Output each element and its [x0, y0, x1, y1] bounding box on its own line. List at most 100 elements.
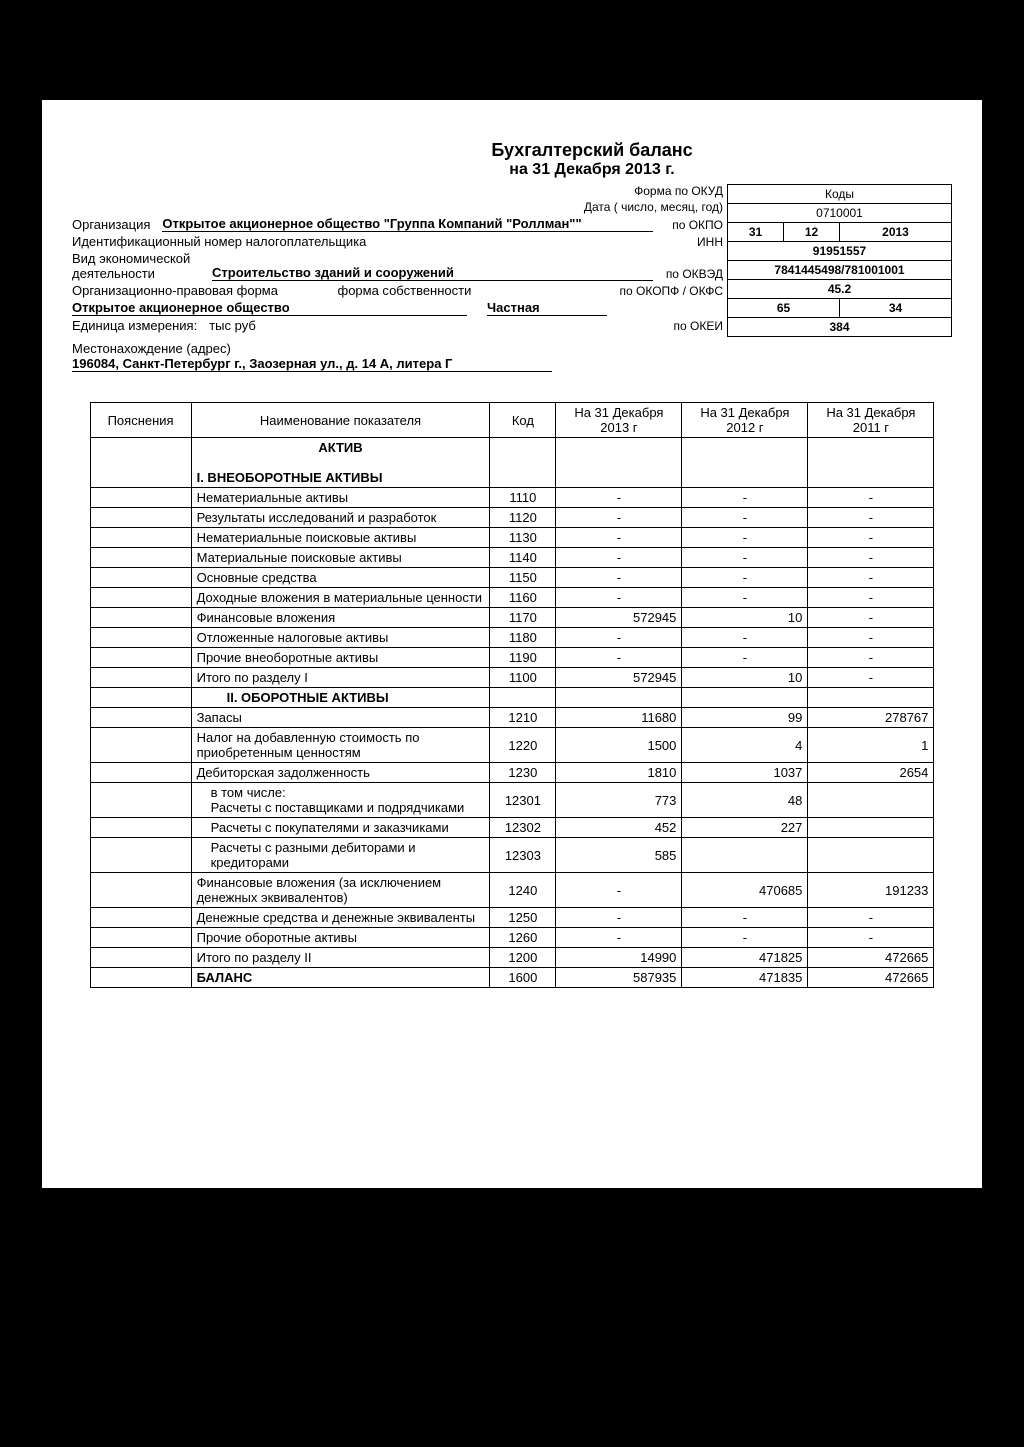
cell-expl: [90, 548, 191, 568]
cell-v12: 470685: [682, 873, 808, 908]
cell-v12: 48: [682, 783, 808, 818]
cell-code: 1260: [490, 928, 556, 948]
table-row: БАЛАНС1600587935471835472665: [90, 968, 934, 988]
cell-v13: 11680: [556, 708, 682, 728]
cell-code: 12303: [490, 838, 556, 873]
code-okved: 45.2: [728, 280, 952, 299]
cell-v12: 227: [682, 818, 808, 838]
cell-v12: 1037: [682, 763, 808, 783]
cell-v13: 585: [556, 838, 682, 873]
cell-name: Итого по разделу II: [191, 948, 490, 968]
cell-v12: -: [682, 928, 808, 948]
cell-name: Прочие внеоборотные активы: [191, 648, 490, 668]
address-block: Местонахождение (адрес) 196084, Санкт-Пе…: [72, 341, 952, 372]
cell-code: 1220: [490, 728, 556, 763]
cell-v12: 99: [682, 708, 808, 728]
cell-expl: [90, 608, 191, 628]
cell-code: 1250: [490, 908, 556, 928]
cell-v13: [556, 688, 682, 708]
cell-expl: [90, 508, 191, 528]
code-okopf: 65: [728, 299, 840, 318]
cell-code: 1210: [490, 708, 556, 728]
cell-name: Финансовые вложения (за исключением дене…: [191, 873, 490, 908]
table-row: Денежные средства и денежные эквиваленты…: [90, 908, 934, 928]
cell-code: 1180: [490, 628, 556, 648]
cell-name: БАЛАНС: [191, 968, 490, 988]
cell-code: 12302: [490, 818, 556, 838]
cell-name: Результаты исследований и разработок: [191, 508, 490, 528]
cell-expl: [90, 688, 191, 708]
cell-v11: -: [808, 668, 934, 688]
cell-code: 1600: [490, 968, 556, 988]
cell-expl: [90, 628, 191, 648]
cell-code: 1190: [490, 648, 556, 668]
cell-expl: [90, 948, 191, 968]
activity-value: Строительство зданий и сооружений: [212, 265, 653, 281]
th-code: Код: [490, 403, 556, 438]
cell-name: Расчеты с покупателями и заказчиками: [191, 818, 490, 838]
cell-expl: [90, 838, 191, 873]
activity-label: Вид экономической деятельности: [72, 251, 212, 281]
cell-v12: -: [682, 528, 808, 548]
table-row: Расчеты с покупателями и заказчиками1230…: [90, 818, 934, 838]
cell-expl: [90, 908, 191, 928]
cell-v13: 1500: [556, 728, 682, 763]
org-value: Открытое акционерное общество "Группа Ко…: [162, 216, 653, 232]
address-label: Местонахождение (адрес): [72, 341, 952, 356]
cell-v11: -: [808, 588, 934, 608]
inn-long-label: Идентификационный номер налогоплательщик…: [72, 234, 653, 249]
cell-code: 1120: [490, 508, 556, 528]
cell-v13: -: [556, 928, 682, 948]
legalform-value: Открытое акционерное общество: [72, 300, 467, 316]
cell-name: Нематериальные активы: [191, 488, 490, 508]
table-row: Итого по разделу II120014990471825472665: [90, 948, 934, 968]
org-label: Организация: [72, 217, 150, 232]
cell-v12: -: [682, 588, 808, 608]
cell-v13: -: [556, 488, 682, 508]
th-2011: На 31 Декабря 2011 г: [808, 403, 934, 438]
th-expl: Пояснения: [90, 403, 191, 438]
cell-name: Денежные средства и денежные эквиваленты: [191, 908, 490, 928]
cell-v11: -: [808, 628, 934, 648]
cell-name: Дебиторская задолженность: [191, 763, 490, 783]
table-row: Основные средства1150---: [90, 568, 934, 588]
th-name: Наименование показателя: [191, 403, 490, 438]
cell-v12: [682, 688, 808, 708]
cell-name: Материальные поисковые активы: [191, 548, 490, 568]
cell-code: [490, 438, 556, 488]
cell-expl: [90, 708, 191, 728]
okpo-label: по ОКПО: [653, 218, 727, 232]
cell-v11: -: [808, 908, 934, 928]
code-okud: 0710001: [728, 204, 952, 223]
cell-v13: 773: [556, 783, 682, 818]
cell-v12: 4: [682, 728, 808, 763]
code-okei: 384: [728, 318, 952, 337]
cell-v12: 471835: [682, 968, 808, 988]
section-2-header: II. ОБОРОТНЫЕ АКТИВЫ: [191, 688, 490, 708]
table-row: Доходные вложения в материальные ценност…: [90, 588, 934, 608]
cell-name: Налог на добавленную стоимость по приобр…: [191, 728, 490, 763]
doc-title: Бухгалтерский баланс: [232, 140, 952, 161]
inn-label: ИНН: [653, 235, 727, 249]
cell-v12: -: [682, 908, 808, 928]
table-row: II. ОБОРОТНЫЕ АКТИВЫ: [90, 688, 934, 708]
table-row: Дебиторская задолженность123018101037265…: [90, 763, 934, 783]
cell-v13: -: [556, 588, 682, 608]
cell-v12: 10: [682, 608, 808, 628]
cell-code: 1240: [490, 873, 556, 908]
cell-v13: -: [556, 528, 682, 548]
cell-v13: -: [556, 873, 682, 908]
section-1-header: АКТИВI. ВНЕОБОРОТНЫЕ АКТИВЫ: [191, 438, 490, 488]
cell-v11: -: [808, 488, 934, 508]
cell-expl: [90, 528, 191, 548]
cell-name: в том числе: Расчеты с поставщиками и по…: [191, 783, 490, 818]
cell-name: Основные средства: [191, 568, 490, 588]
table-row: Нематериальные активы1110---: [90, 488, 934, 508]
code-okpo: 91951557: [728, 242, 952, 261]
code-day: 31: [728, 223, 784, 242]
cell-expl: [90, 818, 191, 838]
ownership-label: форма собственности: [338, 283, 604, 298]
cell-v11: 191233: [808, 873, 934, 908]
cell-v11: 1: [808, 728, 934, 763]
th-2012: На 31 Декабря 2012 г: [682, 403, 808, 438]
